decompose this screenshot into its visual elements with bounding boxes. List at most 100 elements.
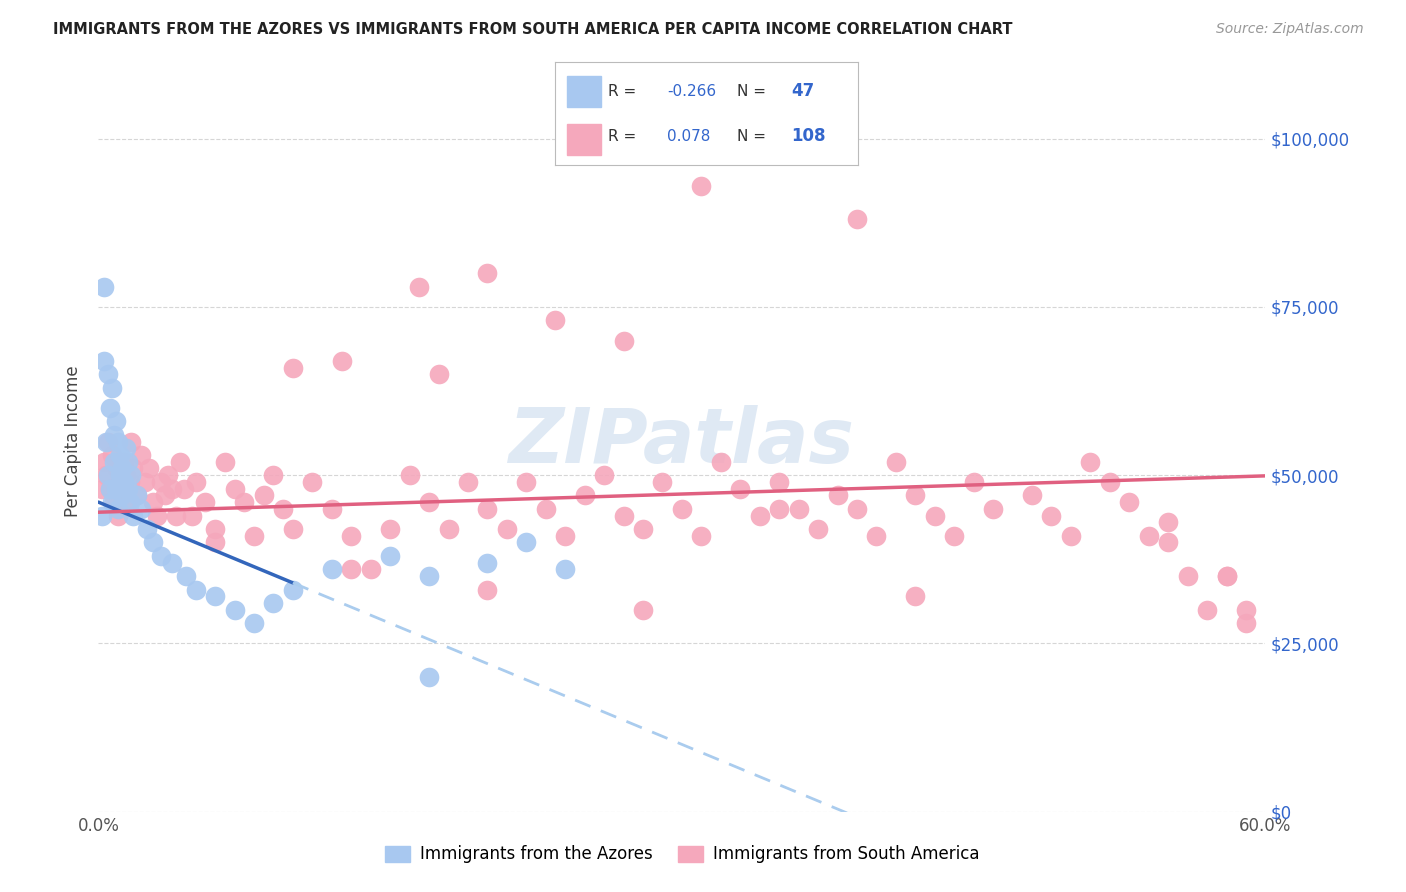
Point	[904, 590, 927, 604]
Point	[1098, 475, 1121, 489]
Point	[117, 455, 139, 469]
Point	[98, 401, 121, 415]
Point	[271, 501, 294, 516]
Text: 47: 47	[792, 82, 814, 100]
Point	[253, 488, 276, 502]
Point	[194, 495, 217, 509]
Point	[118, 495, 141, 509]
Point	[787, 501, 810, 516]
Point	[340, 562, 363, 576]
Point	[93, 455, 115, 469]
Point	[157, 468, 180, 483]
Point	[96, 468, 118, 483]
Point	[281, 360, 304, 375]
Point	[846, 501, 869, 516]
Point	[613, 334, 636, 348]
Point	[477, 556, 499, 570]
Point	[631, 522, 654, 536]
Point	[1157, 516, 1180, 530]
Point	[827, 488, 849, 502]
Point	[593, 468, 616, 483]
Point	[153, 488, 176, 502]
Point	[111, 488, 134, 502]
Point	[1137, 529, 1160, 543]
Point	[104, 482, 127, 496]
Point	[96, 434, 118, 449]
Point	[418, 670, 440, 684]
Point	[690, 529, 713, 543]
Point	[165, 508, 187, 523]
Point	[884, 455, 907, 469]
Point	[477, 501, 499, 516]
Point	[301, 475, 323, 489]
Point	[1195, 603, 1218, 617]
Point	[418, 495, 440, 509]
Point	[117, 482, 139, 496]
Point	[262, 596, 284, 610]
Point	[204, 522, 226, 536]
Point	[214, 455, 236, 469]
Point	[138, 461, 160, 475]
Point	[1040, 508, 1063, 523]
Point	[162, 556, 184, 570]
Point	[136, 522, 159, 536]
Point	[380, 522, 402, 536]
Point	[97, 368, 120, 382]
Point	[631, 603, 654, 617]
Point	[408, 279, 430, 293]
Point	[114, 442, 136, 456]
Point	[103, 495, 125, 509]
Point	[671, 501, 693, 516]
Point	[943, 529, 966, 543]
Point	[184, 475, 207, 489]
Point	[114, 468, 136, 483]
Point	[768, 475, 790, 489]
Point	[184, 582, 207, 597]
Point	[554, 562, 576, 576]
Point	[1234, 616, 1257, 631]
Legend: Immigrants from the Azores, Immigrants from South America: Immigrants from the Azores, Immigrants f…	[378, 838, 986, 870]
Point	[149, 475, 172, 489]
Point	[169, 455, 191, 469]
Point	[360, 562, 382, 576]
Point	[243, 529, 266, 543]
Text: R =: R =	[609, 128, 647, 144]
Point	[101, 448, 124, 462]
Point	[98, 482, 121, 496]
Point	[962, 475, 984, 489]
Point	[651, 475, 673, 489]
Point	[98, 482, 121, 496]
Point	[91, 508, 114, 523]
Point	[1215, 569, 1237, 583]
Point	[112, 455, 135, 469]
Y-axis label: Per Capita Income: Per Capita Income	[65, 366, 83, 517]
Text: Source: ZipAtlas.com: Source: ZipAtlas.com	[1216, 22, 1364, 37]
Point	[108, 448, 131, 462]
Point	[107, 434, 129, 449]
Point	[418, 569, 440, 583]
Text: -0.266: -0.266	[668, 84, 716, 99]
Point	[496, 522, 519, 536]
Point	[129, 448, 152, 462]
Point	[477, 266, 499, 280]
Point	[127, 488, 149, 502]
Point	[91, 482, 114, 496]
Point	[162, 482, 184, 496]
Point	[142, 535, 165, 549]
Point	[427, 368, 450, 382]
Point	[807, 522, 830, 536]
Point	[904, 488, 927, 502]
Point	[224, 603, 246, 617]
Point	[97, 434, 120, 449]
Text: 108: 108	[792, 128, 825, 145]
Point	[281, 522, 304, 536]
Point	[204, 535, 226, 549]
Point	[104, 461, 127, 475]
Point	[330, 353, 353, 368]
Point	[748, 508, 770, 523]
Point	[142, 495, 165, 509]
Text: R =: R =	[609, 84, 641, 99]
Point	[554, 529, 576, 543]
Point	[117, 495, 139, 509]
Text: 0.078: 0.078	[668, 128, 710, 144]
